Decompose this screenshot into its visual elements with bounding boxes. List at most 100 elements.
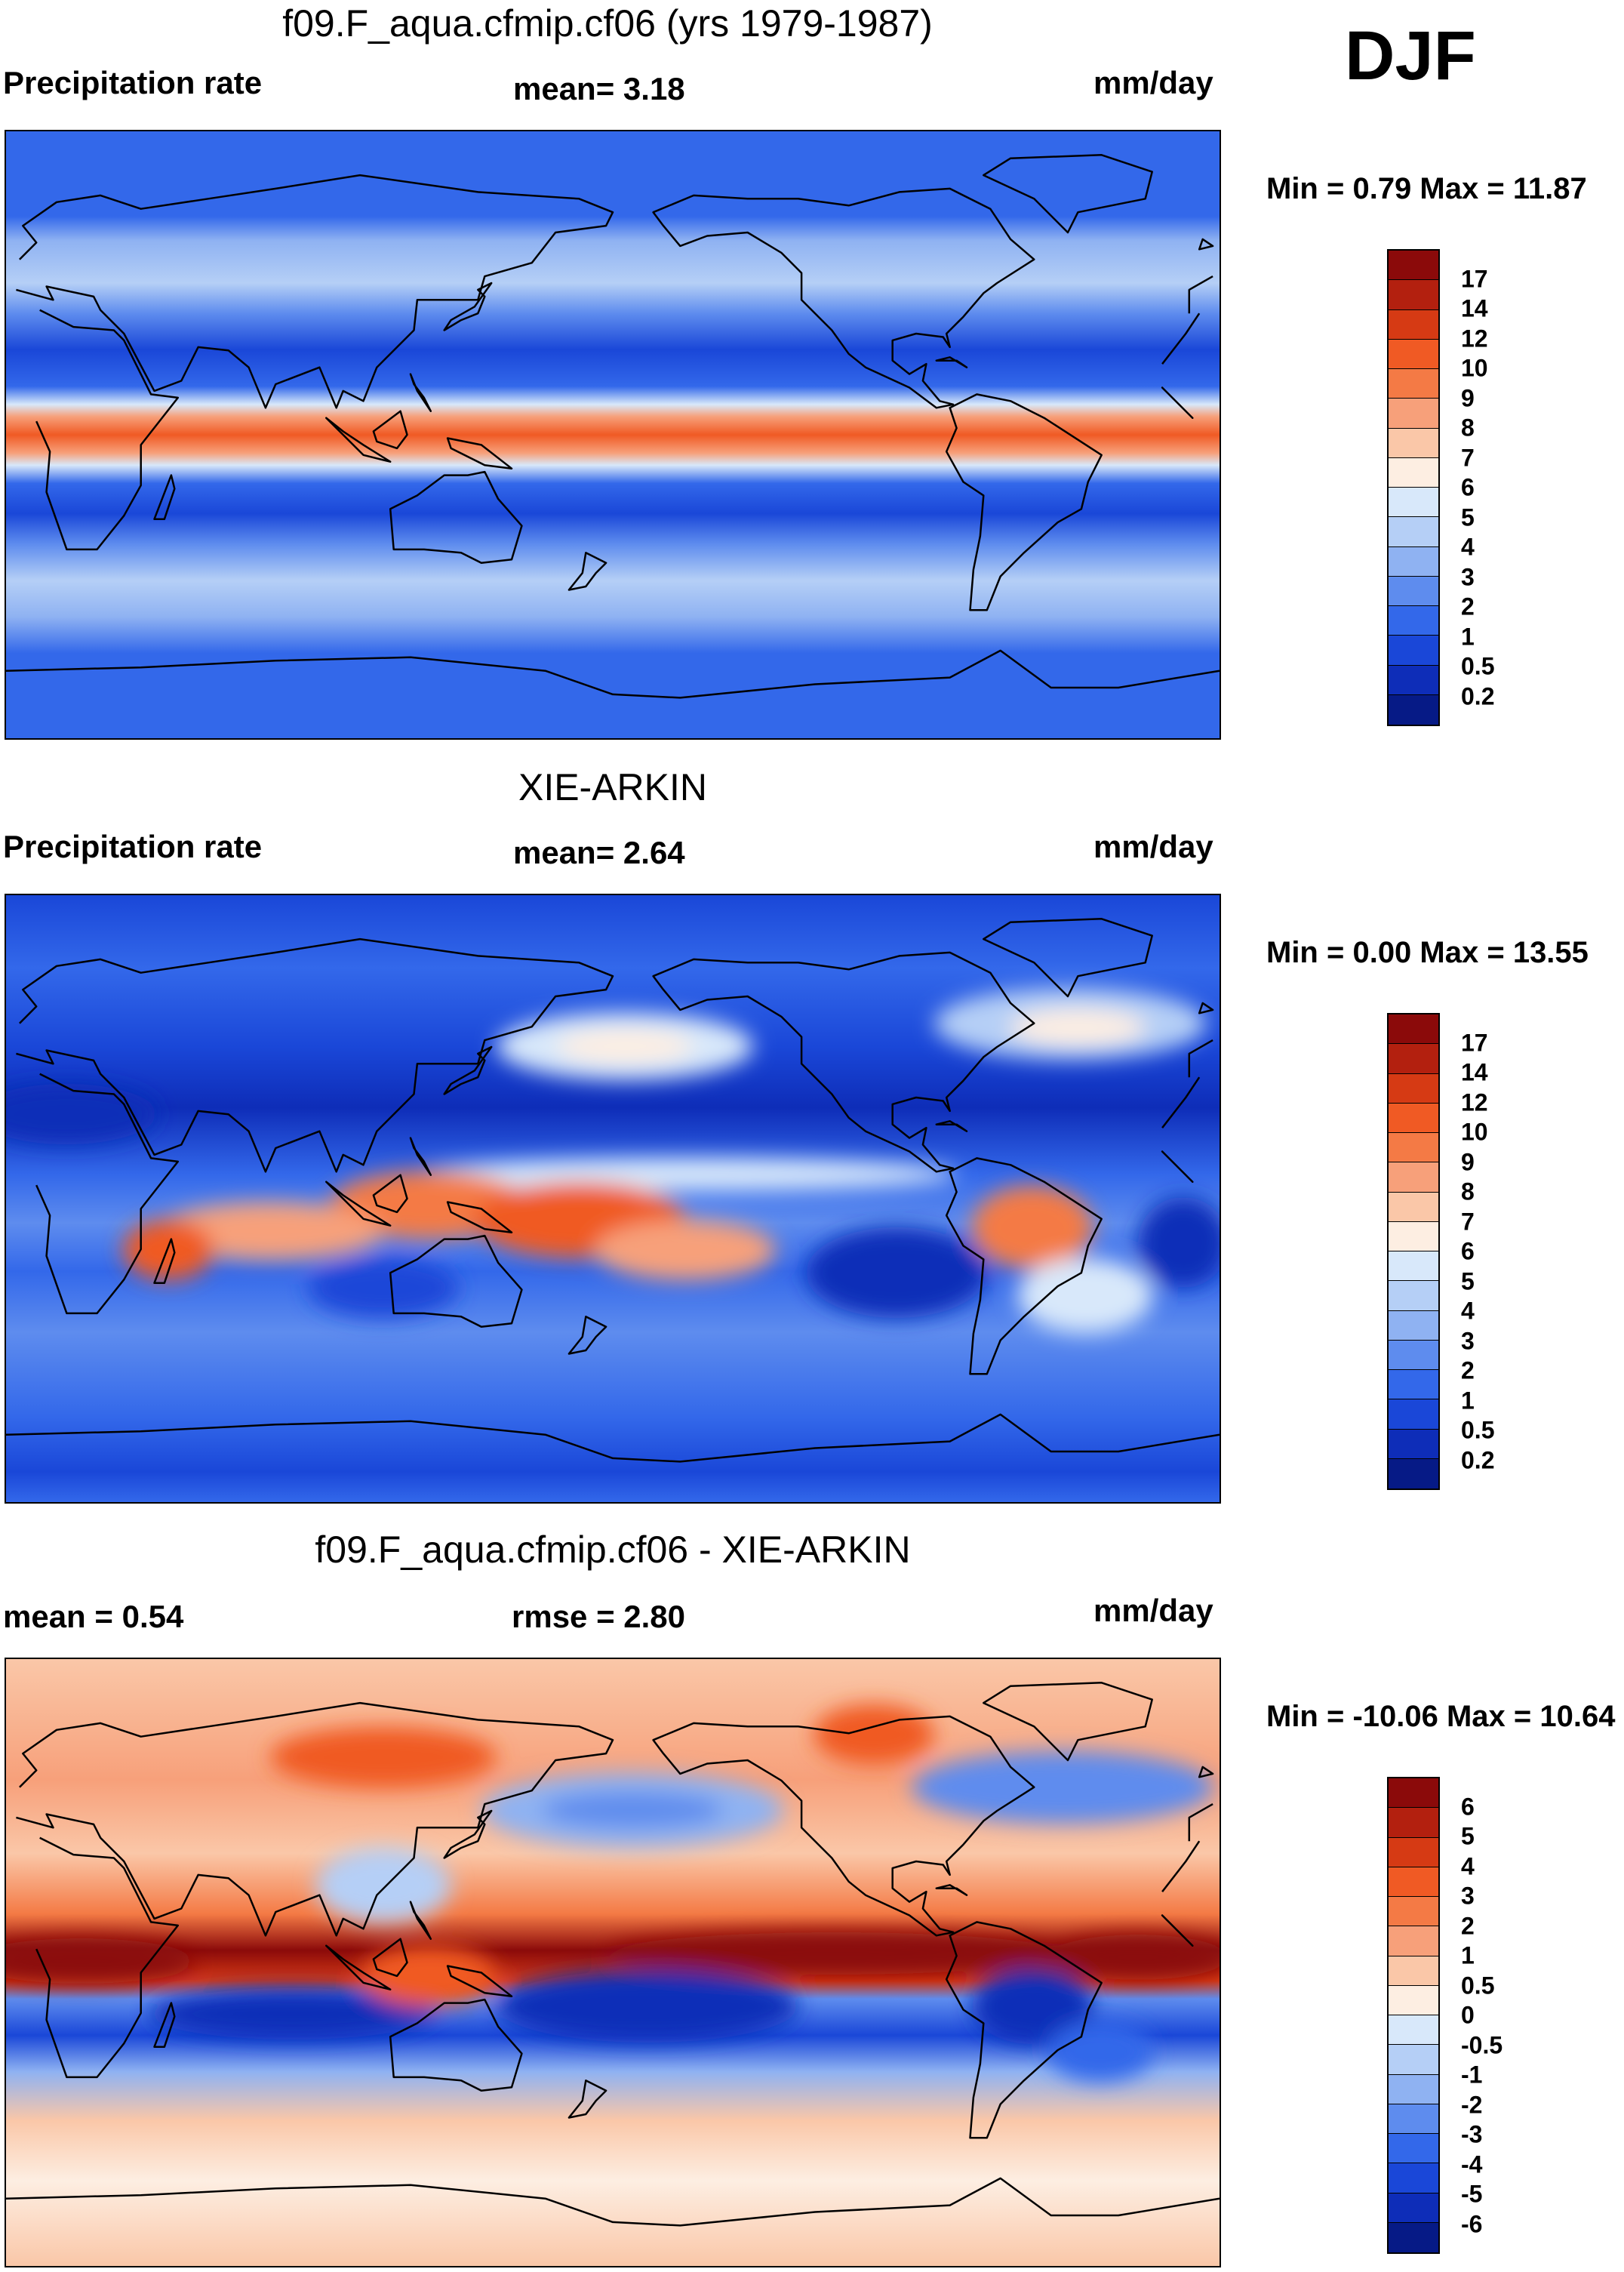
colorbar-tick-label: 8 <box>1461 1178 1475 1205</box>
colorbar-tick-label: -0.5 <box>1461 2031 1503 2058</box>
coastline <box>389 1234 523 1328</box>
coastline <box>409 1137 432 1176</box>
coastline <box>35 309 1201 551</box>
colorbar-tick-label: 0 <box>1461 2001 1475 2029</box>
panel-diff-map <box>5 1658 1221 2267</box>
coastline <box>567 1316 607 1355</box>
colorbar-swatch <box>1389 1281 1438 1311</box>
colorbar-swatch <box>1389 1162 1438 1193</box>
colorbar-swatch <box>1389 488 1438 518</box>
colorbar-tick-label: 4 <box>1461 1852 1475 1879</box>
colorbar-swatch <box>1389 546 1438 577</box>
panel-diff-rmse: rmse = 2.80 <box>512 1599 686 1634</box>
panel-obs-mean: mean= 2.64 <box>513 835 685 870</box>
colorbar-tick-label: 5 <box>1461 1267 1475 1295</box>
colorbar-swatch <box>1389 1014 1438 1045</box>
coastline <box>6 2177 1220 2227</box>
colorbar-tick-label: -4 <box>1461 2150 1483 2178</box>
colorbar-tick-label: 9 <box>1461 1148 1475 1175</box>
colorbar-tick-label: 6 <box>1461 1793 1475 1820</box>
colorbar-swatch <box>1389 2222 1438 2252</box>
panel-model-map <box>5 130 1221 740</box>
colorbar-tick-label: 0.2 <box>1461 682 1495 710</box>
panel-obs-title: XIE-ARKIN <box>518 766 708 808</box>
coastline <box>6 1413 1220 1463</box>
colorbar-tick-label: -5 <box>1461 2180 1483 2208</box>
colorbar-swatch <box>1389 2193 1438 2223</box>
colorbar-swatch <box>1389 1044 1438 1074</box>
colorbar-swatch <box>1389 1399 1438 1430</box>
coastline <box>16 937 1213 1173</box>
panel-obs-units: mm/day <box>1093 829 1213 864</box>
colorbar-swatch <box>1389 1429 1438 1459</box>
coastline <box>389 470 523 564</box>
coastline <box>389 1998 523 2092</box>
coastline <box>1198 1002 1214 1014</box>
coastline <box>153 474 176 520</box>
season-label: DJF <box>1345 17 1476 94</box>
colorbar-swatch <box>1389 1837 1438 1867</box>
coastline <box>652 187 1035 409</box>
colorbar-tick-label: 12 <box>1461 1088 1488 1116</box>
coastline <box>446 437 513 469</box>
panel-model-minmax: Min = 0.79 Max = 11.87 <box>1266 172 1587 205</box>
coastline <box>372 1938 408 1978</box>
colorbar-swatch <box>1389 428 1438 458</box>
colorbar-swatch <box>1389 1458 1438 1488</box>
colorbar-tick-label: -3 <box>1461 2120 1483 2148</box>
colorbar-swatch <box>1389 309 1438 340</box>
panel-diff-units: mm/day <box>1093 1593 1213 1628</box>
colorbar-swatch <box>1389 1103 1438 1133</box>
colorbar-swatch <box>1389 1133 1438 1163</box>
colorbar-tick-label: 5 <box>1461 503 1475 531</box>
colorbar-swatch <box>1389 2045 1438 2075</box>
colorbar-tick-label: 17 <box>1461 1029 1488 1056</box>
colorbar-tick-label: 0.2 <box>1461 1446 1495 1473</box>
colorbar-swatch <box>1389 1251 1438 1282</box>
colorbar-tick-label: 0.5 <box>1461 1416 1495 1444</box>
coastline <box>652 951 1035 1173</box>
coastline <box>443 1809 493 1859</box>
colorbar-swatch <box>1389 1778 1438 1809</box>
coastline <box>325 417 392 463</box>
coastline <box>983 154 1153 234</box>
panel-obs-map <box>5 894 1221 1504</box>
coastline <box>16 1701 1213 1937</box>
coastline <box>446 1965 513 1997</box>
colorbar-swatch <box>1389 1897 1438 1927</box>
colorbar-tick-label: 3 <box>1461 1882 1475 1910</box>
colorbar-tick-label: 2 <box>1461 1912 1475 1939</box>
colorbar-tick-label: 6 <box>1461 473 1475 501</box>
colorbar-tick-label: 10 <box>1461 354 1488 382</box>
panel-obs-minmax: Min = 0.00 Max = 13.55 <box>1266 936 1589 969</box>
coastline <box>325 1944 392 1990</box>
colorbar-swatch <box>1389 339 1438 369</box>
panel-model-colorbar-labels: 17 14 12 10 9 8 7 6 5 4 3 2 1 0.5 0.2 <box>1461 249 1552 726</box>
coastline <box>35 1836 1201 2079</box>
colorbar-swatch <box>1389 2134 1438 2164</box>
colorbar-tick-label: 6 <box>1461 1237 1475 1265</box>
colorbar-tick-label: 3 <box>1461 563 1475 590</box>
coastline <box>325 1181 392 1227</box>
coastline <box>1198 238 1214 251</box>
colorbar-swatch <box>1389 1926 1438 1956</box>
coastline <box>935 356 968 368</box>
colorbar-tick-label: 8 <box>1461 414 1475 442</box>
colorbar-swatch <box>1389 1867 1438 1897</box>
colorbar-swatch <box>1389 457 1438 488</box>
colorbar-tick-label: -6 <box>1461 2210 1483 2237</box>
colorbar-tick-label: 7 <box>1461 444 1475 471</box>
coastline <box>1198 1766 1214 1778</box>
coastline <box>409 1901 432 1940</box>
colorbar-swatch <box>1389 517 1438 547</box>
colorbar-tick-label: 9 <box>1461 384 1475 411</box>
coastline <box>935 1120 968 1132</box>
coastline <box>945 1157 1103 1375</box>
coastline <box>935 1884 968 1896</box>
colorbar-swatch <box>1389 2015 1438 2046</box>
panel-obs-colorbar <box>1387 1013 1440 1490</box>
colorbar-swatch <box>1389 576 1438 606</box>
coastline <box>443 1045 493 1095</box>
colorbar-swatch <box>1389 694 1438 725</box>
panel-model-mean: mean= 3.18 <box>513 71 685 106</box>
